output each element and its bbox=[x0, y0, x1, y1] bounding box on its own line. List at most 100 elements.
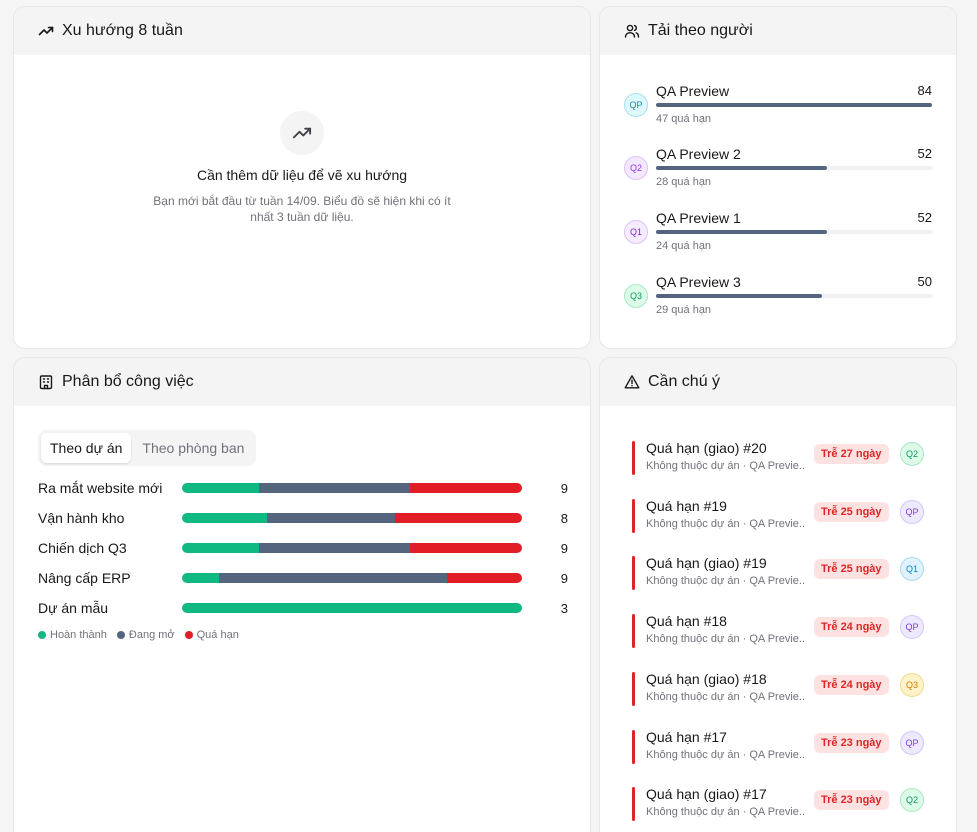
legend-dot-open bbox=[116, 631, 125, 639]
legend-overdue: Quá hạn bbox=[184, 629, 239, 641]
bar-segment-open bbox=[219, 573, 448, 583]
overdue-count: 29 quá hạn bbox=[656, 304, 712, 316]
attention-card: Cần chú ý Quá hạn (giao) #20 Không thuộc … bbox=[599, 357, 957, 832]
load-header: Tải theo người bbox=[600, 7, 956, 55]
legend-label-done: Hoàn thành bbox=[50, 629, 107, 641]
load-bar-fill bbox=[656, 166, 828, 170]
task-count: 50 bbox=[917, 274, 932, 289]
trend-header: Xu hướng 8 tuần bbox=[14, 7, 590, 55]
avatar: QP bbox=[900, 499, 924, 524]
urgency-indicator bbox=[632, 614, 635, 649]
legend-dot-overdue bbox=[184, 631, 193, 639]
bar-segment-done bbox=[182, 513, 267, 523]
task-meta: Không thuộc dự án · QA Previe... bbox=[646, 460, 806, 472]
load-card: Tải theo người QP QA Preview 84 47 quá hạn Q… bbox=[599, 6, 957, 349]
task-title: Quá hạn #17 bbox=[646, 728, 727, 745]
trend-card: Xu hướng 8 tuần Cần thêm dữ liệu để vẽ x… bbox=[13, 6, 591, 349]
avatar: Q2 bbox=[624, 156, 648, 180]
attention-item[interactable]: Quá hạn (giao) #19 Không thuộc dự án · QA… bbox=[632, 555, 928, 591]
trending-up-icon bbox=[280, 111, 324, 155]
load-bar-fill bbox=[656, 294, 822, 298]
stacked-bar bbox=[182, 573, 522, 583]
project-name: Chiến dịch Q3 bbox=[38, 540, 127, 556]
load-bar-fill bbox=[656, 230, 828, 234]
allocation-title: Phân bổ công việc bbox=[62, 373, 194, 390]
project-name: Dự án mẫu bbox=[38, 600, 109, 616]
allocation-row[interactable]: Chiến dịch Q3 9 bbox=[38, 538, 568, 558]
avatar: QP bbox=[900, 615, 924, 640]
task-meta: Không thuộc dự án · QA Previe... bbox=[646, 690, 806, 703]
task-count: 9 bbox=[560, 571, 568, 586]
overdue-badge: Trễ 23 ngày bbox=[814, 790, 889, 811]
bar-segment-done bbox=[182, 483, 259, 493]
task-meta: Không thuộc dự án · QA Previe... bbox=[646, 633, 806, 646]
tab-by-project[interactable]: Theo dự án bbox=[41, 433, 132, 463]
bar-segment-overdue bbox=[447, 573, 522, 583]
stacked-bar bbox=[182, 483, 522, 493]
building-icon bbox=[38, 374, 54, 390]
attention-item[interactable]: Quá hạn (giao) #20 Không thuộc dự án · QA… bbox=[632, 440, 928, 476]
attention-item[interactable]: Quá hạn (giao) #18 Không thuộc dự án · QA… bbox=[632, 671, 928, 707]
avatar: Q1 bbox=[624, 220, 648, 244]
avatar: Q3 bbox=[900, 672, 924, 697]
urgency-indicator bbox=[632, 556, 635, 591]
warning-icon bbox=[624, 374, 640, 390]
task-count: 9 bbox=[560, 481, 568, 496]
load-bar bbox=[656, 166, 932, 170]
attention-item[interactable]: Quá hạn #19 Không thuộc dự án · QA Previe… bbox=[632, 498, 928, 534]
avatar: Q2 bbox=[900, 442, 924, 466]
load-row[interactable]: Q2 QA Preview 2 52 28 quá hạn bbox=[622, 146, 932, 188]
avatar: Q3 bbox=[624, 284, 648, 308]
trend-empty-state: Cần thêm dữ liệu để vẽ xu hướng Bạn mới … bbox=[14, 111, 590, 225]
person-name: QA Preview 1 bbox=[656, 210, 741, 226]
bar-segment-done bbox=[182, 573, 220, 583]
person-name: QA Preview bbox=[656, 83, 730, 99]
allocation-legend: Hoàn thành Đang mở Quá hạn bbox=[38, 629, 239, 641]
task-title: Quá hạn (giao) #18 bbox=[646, 670, 767, 687]
task-count: 52 bbox=[917, 146, 932, 161]
attention-item[interactable]: Quá hạn (giao) #17 Không thuộc dự án · QA… bbox=[632, 786, 928, 822]
stacked-bar bbox=[182, 603, 522, 613]
task-title: Quá hạn #19 bbox=[646, 497, 727, 514]
overdue-badge: Trễ 24 ngày bbox=[814, 617, 889, 638]
overdue-count: 28 quá hạn bbox=[656, 176, 712, 188]
allocation-row[interactable]: Vận hành kho 8 bbox=[38, 508, 568, 528]
attention-item[interactable]: Quá hạn #18 Không thuộc dự án · QA Previe… bbox=[632, 613, 928, 649]
bar-segment-overdue bbox=[394, 513, 522, 523]
legend-label-open: Đang mở bbox=[128, 629, 175, 641]
load-row[interactable]: QP QA Preview 84 47 quá hạn bbox=[622, 83, 932, 125]
load-row[interactable]: Q1 QA Preview 1 52 24 quá hạn bbox=[622, 210, 932, 252]
load-bar bbox=[656, 103, 932, 107]
users-icon bbox=[624, 23, 640, 39]
load-row[interactable]: Q3 QA Preview 3 50 29 quá hạn bbox=[622, 274, 932, 316]
attention-item[interactable]: Quá hạn #17 Không thuộc dự án · QA Previe… bbox=[632, 729, 928, 765]
load-bar-fill bbox=[656, 103, 932, 107]
stacked-bar bbox=[182, 543, 522, 553]
person-name: QA Preview 2 bbox=[656, 146, 741, 162]
legend-done: Hoàn thành bbox=[38, 629, 107, 641]
overdue-badge: Trễ 23 ngày bbox=[814, 732, 889, 753]
legend-dot-done bbox=[38, 631, 46, 639]
project-name: Vận hành kho bbox=[38, 510, 125, 526]
task-title: Quá hạn (giao) #17 bbox=[646, 786, 767, 803]
legend-label-overdue: Quá hạn bbox=[196, 629, 239, 641]
bar-segment-overdue bbox=[409, 543, 522, 553]
allocation-card: Phân bổ công việc Theo dự án Theo phòng … bbox=[13, 357, 591, 832]
allocation-row[interactable]: Ra mắt website mới 9 bbox=[38, 478, 568, 498]
bar-segment-open bbox=[267, 513, 395, 523]
load-bar bbox=[656, 294, 932, 298]
allocation-view-toggle: Theo dự án Theo phòng ban bbox=[38, 430, 257, 466]
bar-segment-open bbox=[258, 483, 410, 493]
load-title: Tải theo người bbox=[648, 22, 753, 39]
urgency-indicator bbox=[632, 441, 635, 475]
overdue-badge: Trễ 24 ngày bbox=[814, 674, 889, 695]
tab-by-department[interactable]: Theo phòng ban bbox=[142, 440, 245, 456]
allocation-row[interactable]: Nâng cấp ERP 9 bbox=[38, 568, 568, 588]
allocation-row[interactable]: Dự án mẫu 3 bbox=[38, 598, 568, 618]
task-meta: Không thuộc dự án · QA Previe... bbox=[646, 806, 806, 819]
person-name: QA Preview 3 bbox=[656, 274, 741, 290]
project-name: Ra mắt website mới bbox=[38, 480, 163, 496]
urgency-indicator bbox=[632, 671, 635, 706]
stacked-bar bbox=[182, 513, 522, 523]
overdue-badge: Trễ 25 ngày bbox=[814, 501, 889, 522]
